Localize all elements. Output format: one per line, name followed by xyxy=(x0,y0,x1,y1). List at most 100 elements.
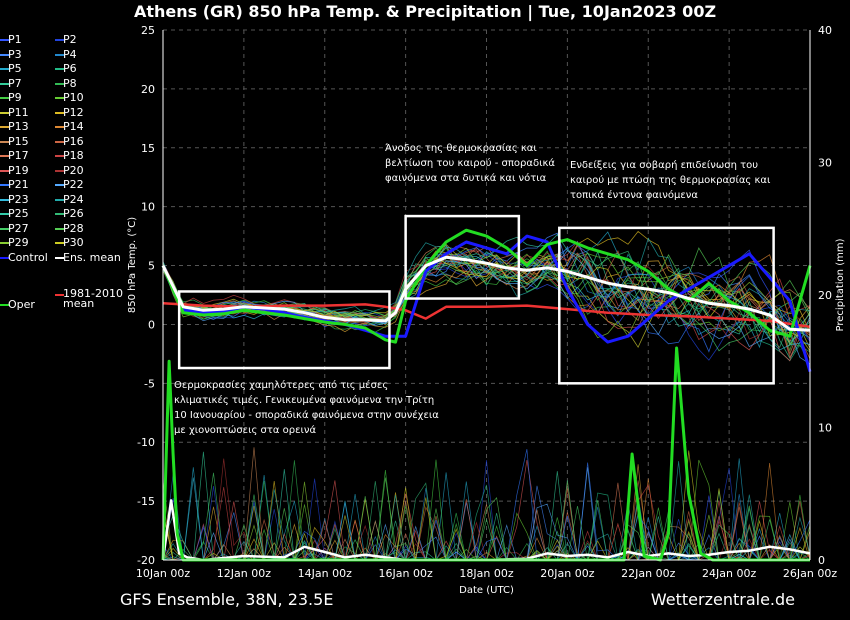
annotation-deterioration-period: Ενδείξεις για σοβαρή επιδείνωση του καιρ… xyxy=(570,160,771,201)
legend-label: P20 xyxy=(63,163,84,177)
annotation-box-2 xyxy=(404,214,521,300)
legend-swatch xyxy=(0,213,9,215)
legend-label: P28 xyxy=(63,221,84,235)
series-control xyxy=(161,234,812,373)
y-tick-label: -15 xyxy=(137,495,155,508)
main-series xyxy=(161,228,812,562)
y2-tick-label: 40 xyxy=(818,24,832,37)
legend-swatch xyxy=(55,198,64,201)
legend-label: P24 xyxy=(63,192,84,206)
series-climate-mean xyxy=(162,301,811,329)
legend-label: P3 xyxy=(8,47,22,61)
legend-label: P14 xyxy=(63,120,84,133)
y-tick-label: -10 xyxy=(137,436,155,449)
chart-title: Athens (GR) 850 hPa Temp. & Precipitatio… xyxy=(133,2,717,21)
legend-swatch xyxy=(0,304,9,306)
legend-swatch xyxy=(55,294,64,296)
x-tick-label: 22Jan 00z xyxy=(621,567,675,580)
y-tick-label: -5 xyxy=(144,377,155,390)
legend-label: 1981-2010 mean xyxy=(63,287,123,310)
legend-label: P9 xyxy=(8,91,22,104)
y-tick-label: 25 xyxy=(141,24,155,37)
legend-swatch xyxy=(0,198,9,201)
annotation-box-1 xyxy=(177,290,391,370)
legend-label: P25 xyxy=(8,207,29,220)
legend-label: P6 xyxy=(63,62,77,75)
legend-label: P2 xyxy=(63,33,77,46)
y2-tick-label: 0 xyxy=(818,554,825,567)
legend-swatch xyxy=(0,126,9,128)
x-tick-label: 20Jan 00z xyxy=(540,567,594,580)
legend-swatch xyxy=(55,155,64,157)
legend-label: P17 xyxy=(8,149,29,162)
legend-swatch xyxy=(55,53,64,56)
x-tick-label: 12Jan 00z xyxy=(217,567,271,580)
annotation-boxes xyxy=(177,214,775,385)
legend-swatch xyxy=(0,97,9,99)
legend-label: P18 xyxy=(63,149,84,162)
legend-swatch xyxy=(0,111,9,114)
legend-label: P29 xyxy=(8,236,29,249)
y-axis-label: 850 hPa Temp. (°C) xyxy=(127,217,138,313)
legend-swatch xyxy=(55,82,64,85)
legend-swatch xyxy=(0,53,9,56)
legend-swatch xyxy=(0,39,9,41)
model-info: GFS Ensemble, 38N, 23.5E xyxy=(120,590,334,609)
legend-label: P5 xyxy=(8,62,22,75)
legend-label: P21 xyxy=(8,178,29,191)
legend-swatch xyxy=(55,97,64,99)
legend-swatch xyxy=(55,184,64,186)
series-oper xyxy=(161,228,812,344)
legend-label: P1 xyxy=(8,33,22,46)
legend-label: P7 xyxy=(8,76,22,90)
x-tick-label: 10Jan 00z xyxy=(136,567,190,580)
legend-label: P16 xyxy=(63,134,84,148)
legend-label: P22 xyxy=(63,178,84,191)
legend-swatch xyxy=(0,242,9,244)
legend-swatch xyxy=(55,256,64,259)
legend-label: P13 xyxy=(8,120,29,133)
source-credit: Wetterzentrale.de xyxy=(650,590,795,609)
legend-swatch xyxy=(0,155,9,157)
legend-label: P27 xyxy=(8,221,29,235)
y-tick-label: 15 xyxy=(141,142,155,155)
axes: -20 -15 -10 -5 0 5 10 15 20 25 0 10 20 30 40 10Jan 00z 1… xyxy=(127,24,846,596)
x-tick-label: 14Jan 00z xyxy=(298,567,352,580)
legend-label: P23 xyxy=(8,192,29,206)
y2-tick-label: 20 xyxy=(818,289,832,302)
legend-label: P26 xyxy=(63,207,84,220)
series-ens-mean xyxy=(161,255,811,332)
legend-label: Ens. mean xyxy=(63,250,121,264)
grid-lines xyxy=(162,29,811,561)
legend-swatch xyxy=(55,111,64,114)
legend-label: P19 xyxy=(8,163,29,177)
x-tick-label: 24Jan 00z xyxy=(702,567,756,580)
legend-swatch xyxy=(55,126,64,128)
legend-label: Oper xyxy=(8,298,35,311)
legend-swatch xyxy=(0,227,9,230)
legend-swatch xyxy=(0,68,9,70)
y-tick-label: 0 xyxy=(148,318,155,331)
legend-label: P4 xyxy=(63,47,77,61)
x-tick-label: 18Jan 00z xyxy=(459,567,513,580)
legend-swatch xyxy=(55,140,64,143)
legend-label: P11 xyxy=(8,105,29,119)
legend-swatch xyxy=(55,242,64,244)
legend-swatch xyxy=(55,227,64,230)
y2-axis-label: Precipitation (mm) xyxy=(835,238,846,331)
legend-swatch xyxy=(0,184,9,186)
legend-label: P30 xyxy=(63,236,84,249)
annotation-warming-period: Άνοδος της θερμοκρασίας και βελτίωση του… xyxy=(385,143,555,184)
legend-swatch xyxy=(0,82,9,85)
y-tick-label: 20 xyxy=(141,83,155,96)
y-tick-label: 10 xyxy=(141,201,155,214)
legend-swatch xyxy=(0,169,9,172)
legend-swatch xyxy=(55,169,64,172)
annotation-box-3 xyxy=(558,226,775,385)
legend-label: P10 xyxy=(63,91,84,104)
legend-label: Control xyxy=(8,250,48,264)
legend-swatch xyxy=(0,140,9,143)
legend-label: P12 xyxy=(63,105,84,119)
x-tick-label: 26Jan 00z xyxy=(783,567,837,580)
